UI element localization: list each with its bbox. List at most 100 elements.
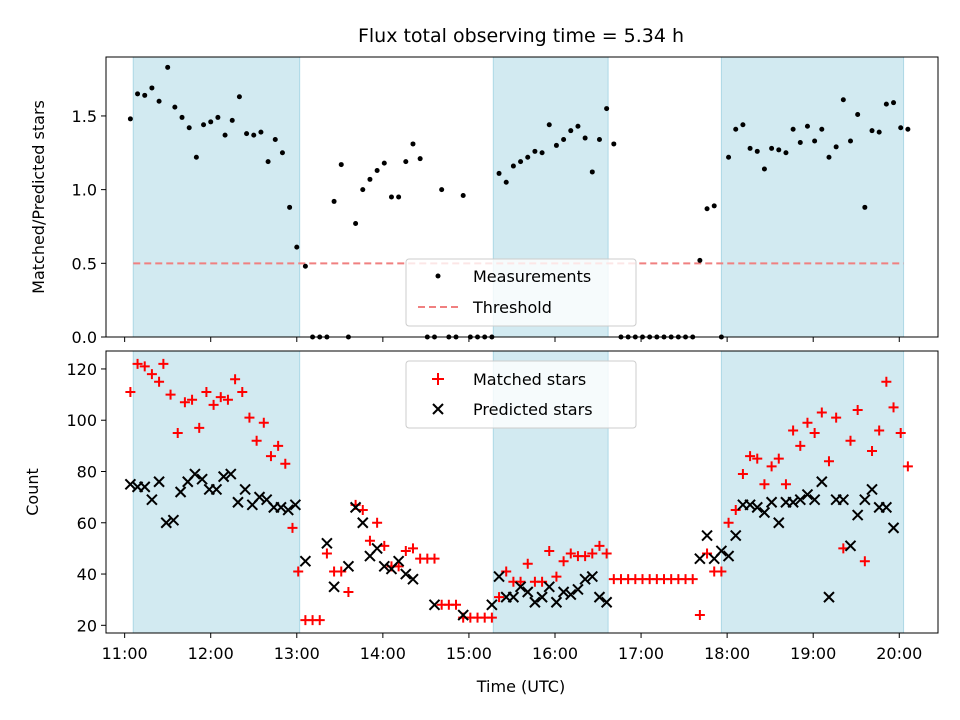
matched-point xyxy=(494,592,505,603)
observing-interval xyxy=(720,350,905,634)
measurement-point xyxy=(165,64,171,70)
matched-point xyxy=(601,548,612,559)
predicted-point xyxy=(457,609,469,621)
predicted-point xyxy=(694,552,706,565)
predicted-point xyxy=(722,550,735,562)
measurement-point xyxy=(761,166,767,172)
measurement-point xyxy=(898,125,904,131)
predicted-point xyxy=(730,529,742,542)
predicted-point xyxy=(289,499,302,511)
predicted-point xyxy=(536,591,548,603)
matched-point xyxy=(773,453,784,464)
predicted-point xyxy=(557,586,570,598)
matched-point xyxy=(723,517,734,528)
predicted-point xyxy=(529,596,541,608)
predicted-point xyxy=(378,560,390,573)
measurement-point xyxy=(294,244,300,250)
matched-point xyxy=(788,425,799,436)
legend-predicted-marker xyxy=(432,403,444,415)
matched-point xyxy=(201,387,212,398)
matched-point xyxy=(146,369,157,380)
matched-point xyxy=(407,543,418,554)
count-legend-box xyxy=(405,360,637,429)
predicted-point xyxy=(765,496,778,508)
measurement-point xyxy=(525,154,531,160)
x-tick-label: 13:00 xyxy=(274,644,320,663)
y-tick-label: 1.0 xyxy=(72,181,97,200)
measurement-point xyxy=(338,162,344,168)
measurement-point xyxy=(374,167,380,173)
predicted-point xyxy=(493,570,505,583)
matched-point xyxy=(280,458,291,469)
predicted-point xyxy=(773,517,785,529)
y-tick-label: 100 xyxy=(66,411,97,430)
predicted-point xyxy=(787,496,799,508)
measurement-point xyxy=(381,160,387,166)
measurement-point xyxy=(812,138,818,144)
matched-point xyxy=(265,451,276,462)
ratio-panel-frame xyxy=(105,56,939,338)
matched-point xyxy=(125,387,136,398)
count-panel: 20 40 60 80 100 120 11:00 12:00 13:00 14:00 15:00… xyxy=(23,350,939,696)
measurement-point xyxy=(251,132,257,138)
matched-point xyxy=(565,548,576,559)
matched-point xyxy=(486,612,497,623)
x-tick-label: 20:00 xyxy=(876,644,922,663)
measurement-point xyxy=(611,141,617,147)
x-tick-label: 16:00 xyxy=(532,644,578,663)
measurement-point xyxy=(460,193,466,199)
measurement-point xyxy=(589,169,595,175)
matched-point xyxy=(400,545,411,556)
predicted-point xyxy=(794,493,806,506)
matched-point xyxy=(551,571,562,582)
ratio-legend: Measurements Threshold xyxy=(405,258,637,327)
measurement-point xyxy=(826,154,832,160)
matched-point xyxy=(287,522,298,533)
matched-point xyxy=(244,412,255,423)
matched-point xyxy=(222,394,233,405)
legend-measurements-label: Measurements xyxy=(473,267,591,286)
x-tick-label: 11:00 xyxy=(102,644,148,663)
measurement-point xyxy=(410,141,416,147)
predicted-point xyxy=(225,468,237,480)
y-tick-label: 80 xyxy=(77,462,97,481)
measurement-point xyxy=(733,126,739,132)
measurement-point xyxy=(396,194,402,200)
predicted-point xyxy=(232,496,244,508)
measurement-point xyxy=(367,176,373,182)
measurement-point xyxy=(847,138,853,144)
measurement-point xyxy=(172,104,178,110)
matched-point xyxy=(237,387,248,398)
measurement-point xyxy=(582,135,588,141)
matched-point xyxy=(874,425,885,436)
matched-point xyxy=(343,586,354,597)
ratio-legend-box xyxy=(405,258,637,327)
predicted-point xyxy=(823,591,835,603)
measurement-point xyxy=(697,257,703,263)
predicted-point xyxy=(282,504,294,516)
matched-point xyxy=(745,451,756,462)
matched-point xyxy=(251,435,262,446)
y-tick-label: 120 xyxy=(66,360,97,379)
measurement-point xyxy=(179,114,185,120)
measurement-point xyxy=(236,94,242,100)
matched-point xyxy=(845,435,856,446)
matched-point xyxy=(314,615,325,626)
measurement-point xyxy=(222,132,228,138)
x-tick-label: 18:00 xyxy=(704,644,750,663)
measurement-point xyxy=(265,159,271,165)
predicted-point xyxy=(751,501,763,514)
measurement-point xyxy=(229,117,235,123)
x-tick-label: 17:00 xyxy=(618,644,664,663)
matched-point xyxy=(802,417,813,428)
ratio-y-label: Matched/Predicted stars xyxy=(29,100,48,294)
matched-point xyxy=(580,551,591,562)
predicted-point xyxy=(887,522,900,534)
predicted-point xyxy=(357,517,369,529)
matched-point xyxy=(215,392,226,403)
count-y-axis: 20 40 60 80 100 120 xyxy=(66,360,106,635)
matched-point xyxy=(759,479,770,490)
predicted-point xyxy=(593,591,606,603)
matched-point xyxy=(816,407,827,418)
measurement-points xyxy=(127,64,911,340)
